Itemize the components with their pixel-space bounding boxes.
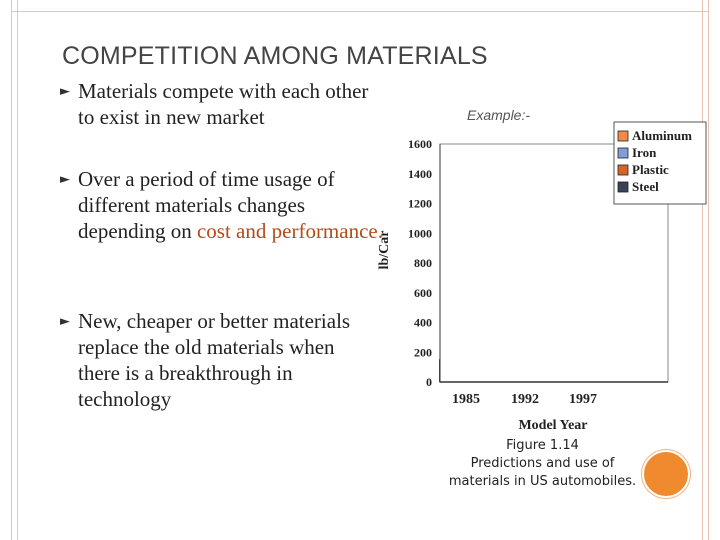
y-tick-label: 0 [426,375,432,389]
caption-line-2: Predictions and use of [470,456,615,471]
bar-plastic-1992 [526,329,538,383]
legend-label-iron: Iron [632,145,657,160]
figure-caption: Figure 1.14 Predictions and use of mater… [430,437,655,491]
bar-aluminum-1997 [556,339,568,383]
example-label: Example:- [467,107,531,123]
bullet-marker-icon: ► [60,314,70,329]
bar-plastic-1997 [584,322,596,383]
y-tick-label: 1000 [408,226,432,240]
y-tick-label: 800 [414,256,432,270]
bar-iron-1992 [512,348,524,383]
bar-highlight [455,316,458,381]
y-tick-label: 400 [414,316,432,330]
plot-area [439,143,669,383]
bullet-2-text-plain: Over a period of time usage of different… [78,167,335,243]
y-tick-label: 1200 [408,197,432,211]
x-tick-label: 1985 [452,392,480,407]
y-tick-label: 1600 [408,137,432,151]
legend-label-plastic: Plastic [632,162,669,177]
bullet-1: ► Materials compete with each other to e… [60,78,380,130]
bar-highlight [542,174,545,381]
y-tick-label: 200 [414,345,432,359]
decorative-circle-icon [642,450,690,498]
caption-line-3: materials in US automobiles. [448,474,637,489]
bar-steel-1997 [598,180,610,383]
frame-line-right-outer [708,0,709,540]
bar-highlight [500,356,503,381]
bar-aluminum-1985 [439,359,451,383]
bar-steel-1985 [481,143,493,383]
bullet-1-text: Materials compete with each other to exi… [78,79,369,129]
slide-title: COMPETITION AMONG MATERIALS [62,42,488,70]
bar-highlight [514,349,517,381]
caption-line-1: Figure 1.14 [506,438,579,453]
y-tick-label: 600 [414,286,432,300]
bullet-2-text: Over a period of time usage of different… [78,166,390,244]
bar-highlight [572,346,575,381]
bar-iron-1985 [453,314,465,383]
legend-swatch-steel [617,181,629,193]
frame-line-left-outer [11,0,12,540]
frame-line-right-inner [702,0,703,540]
bullet-marker-icon: ► [60,84,70,99]
legend-box [613,121,707,205]
bar-steel-1992 [540,173,552,383]
legend-swatch-plastic [617,164,629,176]
x-axis-label: Model Year [518,418,587,433]
bar-aluminum-1992 [498,355,510,383]
bullet-marker-icon: ► [60,172,70,187]
bullet-2-highlight: cost and performance. [196,219,383,243]
x-tick-label: 1997 [569,392,597,407]
bar-highlight [558,341,561,381]
bar-highlight [528,330,531,381]
bar-highlight [600,182,603,381]
legend-swatch-aluminum [617,130,629,142]
frame-line-top [11,11,709,12]
bullet-3-text: New, cheaper or better materials replace… [78,309,351,411]
bar-highlight [441,360,444,381]
frame-line-left-inner [17,0,18,540]
bar-highlight [469,339,472,381]
legend-swatch-iron [617,147,629,159]
y-tick-label: 1400 [408,167,432,181]
bar-highlight [586,323,589,381]
bullet-2: ► Over a period of time usage of differe… [60,166,390,244]
legend-group: Aluminum Iron Plastic Steel [613,121,707,205]
bar-highlight [483,145,486,381]
bars-group [439,143,610,383]
bar-plastic-1985 [467,337,479,383]
legend-label-steel: Steel [632,179,659,194]
bar-iron-1997 [570,345,582,383]
x-tick-label: 1992 [511,392,539,407]
bullet-3: ► New, cheaper or better materials repla… [60,308,370,412]
legend-label-aluminum: Aluminum [632,128,692,143]
